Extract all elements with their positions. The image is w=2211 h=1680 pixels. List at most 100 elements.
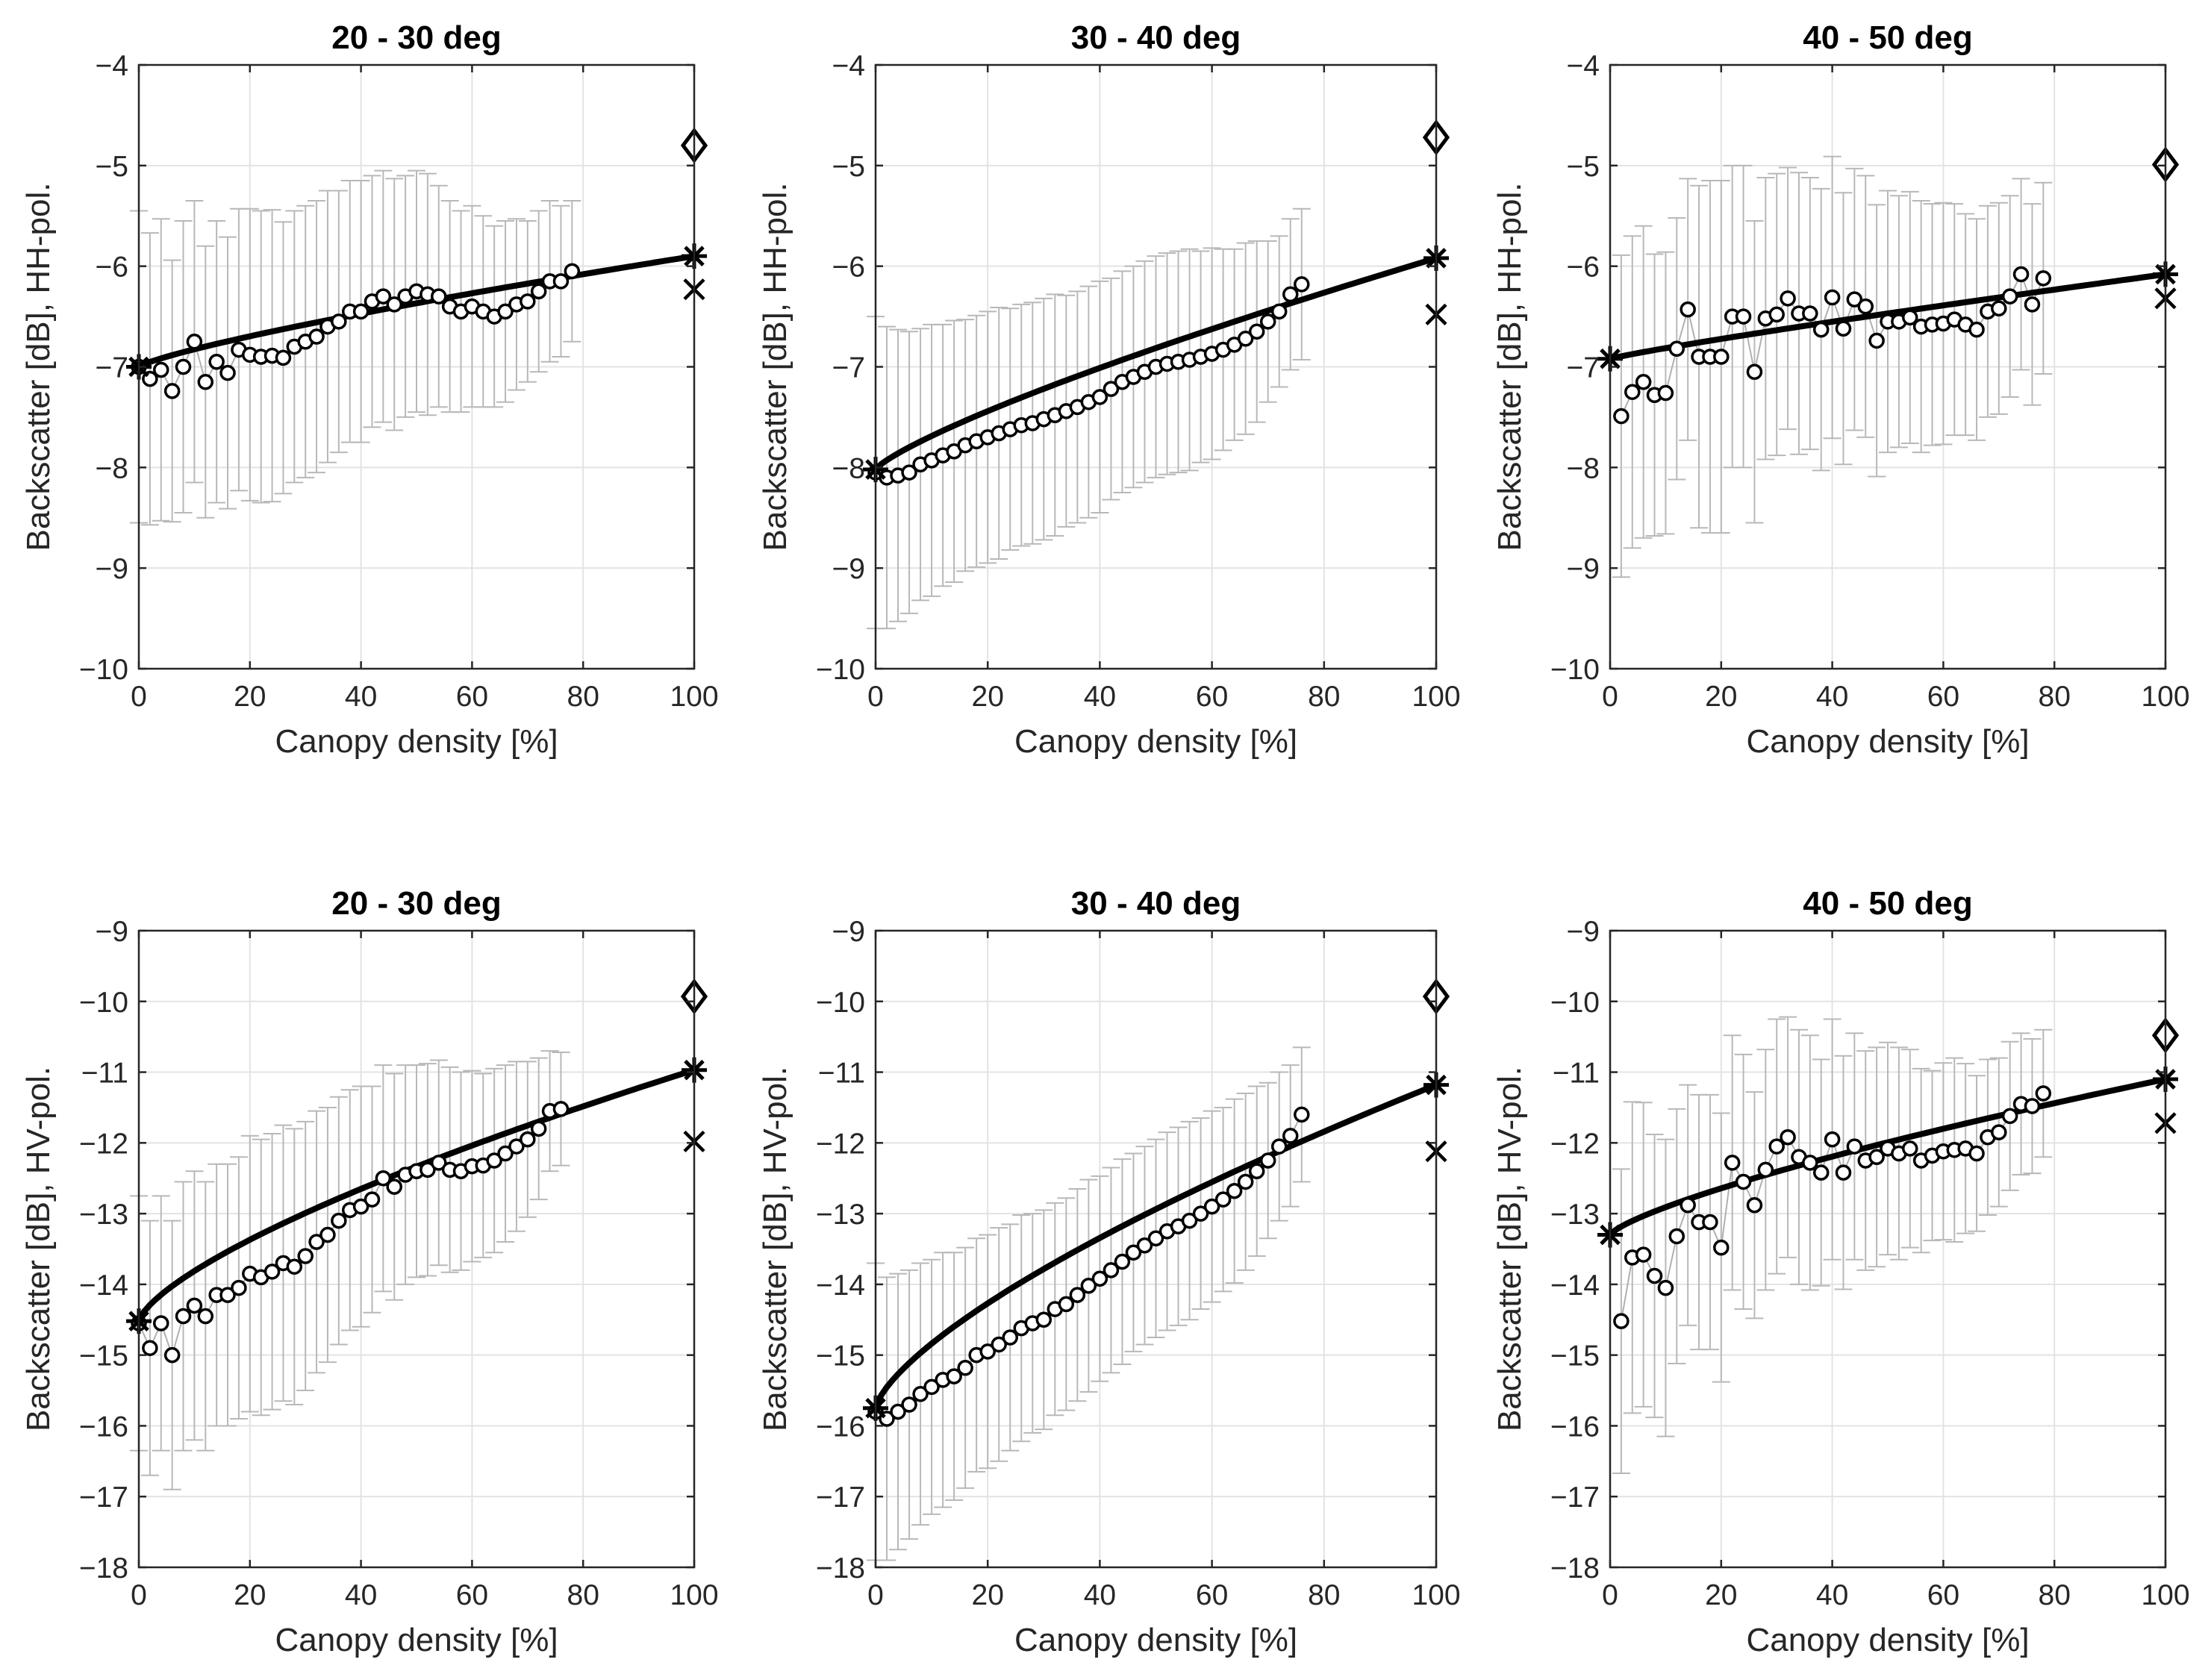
mean-point <box>1192 1205 1209 1222</box>
mean-point <box>1091 1270 1108 1287</box>
mean-point <box>1002 1329 1018 1346</box>
mean-point <box>2024 296 2041 313</box>
y-tick-label: −9 <box>1567 553 1600 585</box>
y-tick-label: −10 <box>79 987 128 1019</box>
y-tick-label: −4 <box>832 50 865 82</box>
mean-point <box>163 1346 181 1364</box>
x-tick-label: 40 <box>1084 1579 1116 1611</box>
mean-point <box>175 1308 192 1325</box>
panel-4: 0 20 40 60 80 100 −18 −17 −16 −15 −14 −13 −12 −11 −10 −… <box>20 885 719 1658</box>
x-tick-label: 100 <box>1412 1579 1460 1611</box>
mean-point <box>1203 1198 1220 1215</box>
axes-frame <box>137 929 696 1569</box>
mean-point <box>375 288 392 305</box>
mean-point <box>530 283 547 300</box>
mean-point <box>153 361 169 378</box>
mean-point <box>431 288 447 305</box>
panel-3: 0 20 40 60 80 100 −10 −9 −8 −7 −6 −5 −4 40 - 50 deg Ca… <box>1491 19 2190 760</box>
x-axis-label: Canopy density [%] <box>1746 723 2029 760</box>
y-tick-label: −17 <box>79 1481 128 1514</box>
mean-point <box>1125 1244 1142 1261</box>
y-tick-label: −8 <box>1567 452 1600 484</box>
mean-point <box>197 373 214 390</box>
mean-point <box>2035 270 2052 287</box>
y-tick-label: −11 <box>818 1058 865 1090</box>
x-tick-label: 80 <box>2039 1579 2071 1611</box>
mean-point <box>1735 1173 1752 1190</box>
y-tick-label: −10 <box>1550 987 1600 1019</box>
mean-point <box>2001 1108 2018 1125</box>
mean-point <box>508 1138 525 1155</box>
mean-point <box>1768 1138 1785 1155</box>
mean-point <box>2024 1098 2041 1114</box>
mean-point <box>1968 1145 1985 1162</box>
mean-point <box>1282 1128 1299 1144</box>
model-curve <box>136 253 697 370</box>
mean-point <box>2012 266 2030 283</box>
y-axis-label: Backscatter [dB], HV-pol. <box>20 1067 57 1431</box>
mean-point <box>1668 340 1685 357</box>
y-tick-label: −15 <box>816 1340 865 1373</box>
mean-point <box>1824 1131 1841 1148</box>
mean-point <box>497 303 514 320</box>
x-tick-label: 80 <box>1308 1579 1340 1611</box>
mean-point <box>364 1191 381 1208</box>
mean-point <box>1846 1138 1863 1155</box>
mean-point <box>297 1248 314 1264</box>
mean-point <box>923 1378 940 1396</box>
x-tick-label: 60 <box>1927 1579 1959 1611</box>
mean-point <box>1248 1163 1265 1179</box>
panel-1: 0 20 40 60 80 100 −10 −9 −8 −7 −6 −5 −4 20 - 30 deg Ca… <box>20 19 719 760</box>
mean-point <box>1713 349 1730 365</box>
mean-point <box>1080 1278 1097 1294</box>
y-tick-label: −11 <box>81 1058 128 1090</box>
y-axis-label: Backscatter [dB], HV-pol. <box>1491 1067 1528 1431</box>
y-tick-label: −5 <box>832 151 865 183</box>
model-curve <box>873 1081 1439 1411</box>
mean-point <box>486 1152 502 1169</box>
mean-point <box>1114 1253 1131 1270</box>
mean-point <box>1181 1212 1198 1229</box>
x-tick-label: 20 <box>972 681 1004 713</box>
y-tick-label: −6 <box>832 252 865 284</box>
y-tick-label: −14 <box>816 1270 865 1302</box>
mean-point <box>197 1308 214 1325</box>
x-tick-label: 80 <box>2039 681 2071 713</box>
mean-point <box>1035 1311 1053 1328</box>
mean-point <box>1226 1183 1243 1199</box>
y-tick-label: −6 <box>1567 252 1600 284</box>
y-tick-label: −16 <box>79 1411 128 1443</box>
y-tick-label: −16 <box>1550 1411 1600 1443</box>
y-tick-label: −13 <box>1550 1199 1600 1231</box>
mean-point <box>219 364 236 381</box>
mean-point <box>1103 1262 1120 1278</box>
mean-point <box>1868 332 1885 349</box>
mean-point <box>1735 308 1752 325</box>
mean-point <box>1680 301 1696 318</box>
x-tick-label: 0 <box>867 1579 884 1611</box>
mean-point <box>431 1155 447 1171</box>
x-tick-label: 40 <box>1084 681 1116 713</box>
mean-point <box>912 1386 929 1402</box>
x-tick-label: 60 <box>1927 681 1959 713</box>
mean-point <box>1857 298 1874 315</box>
mean-point <box>1824 289 1841 306</box>
mean-point <box>1812 321 1830 338</box>
mean-point <box>1968 321 1985 338</box>
x-tick-label: 20 <box>1705 1579 1737 1611</box>
y-tick-label: −12 <box>816 1128 865 1160</box>
mean-point <box>1237 1173 1254 1190</box>
mean-point <box>186 334 203 350</box>
panel-title: 30 - 40 deg <box>1071 885 1241 922</box>
y-tick-label: −18 <box>816 1552 865 1584</box>
y-tick-label: −4 <box>1567 50 1600 82</box>
mean-point <box>1646 1267 1663 1284</box>
y-tick-label: −7 <box>96 352 128 384</box>
x-tick-label: 0 <box>131 1579 147 1611</box>
mean-point <box>1812 1164 1830 1181</box>
mean-point <box>991 1336 1007 1353</box>
x-tick-label: 40 <box>345 1579 377 1611</box>
mean-point <box>331 313 347 330</box>
y-tick-label: −9 <box>1567 916 1600 948</box>
mean-point <box>1746 363 1763 380</box>
